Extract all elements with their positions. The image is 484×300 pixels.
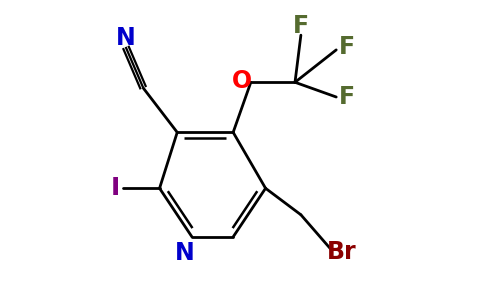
Text: N: N	[175, 241, 195, 265]
Text: I: I	[111, 176, 120, 200]
Text: F: F	[338, 85, 355, 109]
Text: F: F	[293, 14, 309, 38]
Text: F: F	[338, 35, 355, 59]
Text: Br: Br	[327, 240, 357, 264]
Text: N: N	[116, 26, 136, 50]
Text: O: O	[232, 69, 252, 93]
